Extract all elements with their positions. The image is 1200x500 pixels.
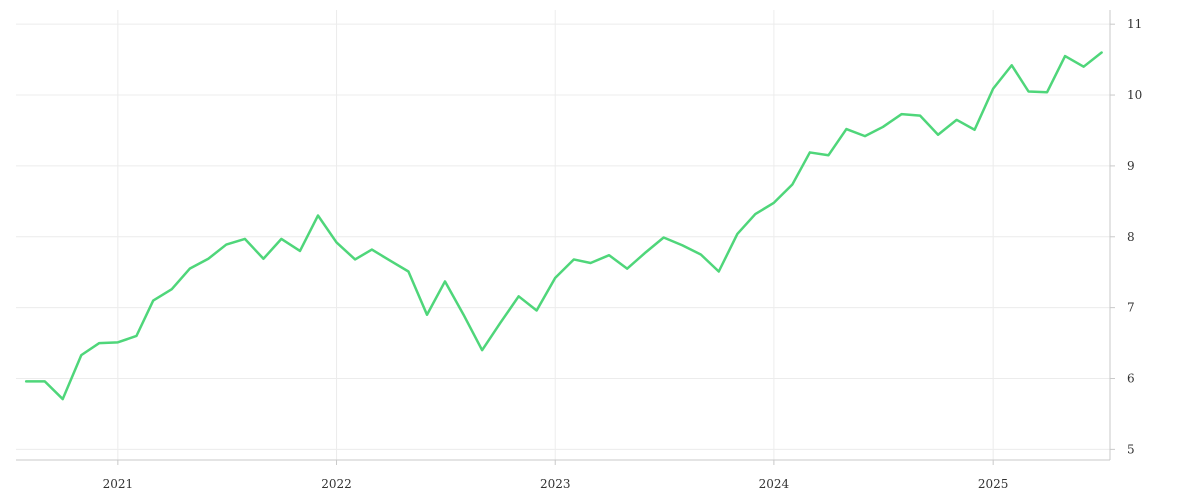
vertical-grid [117, 10, 994, 460]
horizontal-grid [16, 23, 1110, 450]
y-tick-label: 6 [1127, 372, 1135, 386]
series-line [24, 51, 1103, 401]
series-layer [24, 51, 1103, 401]
y-tick-label: 5 [1127, 442, 1135, 456]
y-tick-label: 9 [1127, 159, 1135, 173]
x-axis-ticks: 2021 2022 2023 2024 2025 [103, 460, 1009, 491]
y-tick-label: 11 [1127, 17, 1142, 31]
x-tick-label: 2024 [759, 477, 790, 491]
y-tick-label: 7 [1127, 301, 1135, 315]
y-tick-label: 8 [1127, 230, 1135, 244]
x-tick-label: 2025 [978, 477, 1009, 491]
y-tick-label: 10 [1127, 88, 1142, 102]
y-axis-ticks: 5 6 7 8 9 10 11 [1110, 17, 1142, 456]
x-tick-label: 2022 [321, 477, 352, 491]
x-tick-label: 2023 [540, 477, 571, 491]
x-tick-label: 2021 [103, 477, 134, 491]
